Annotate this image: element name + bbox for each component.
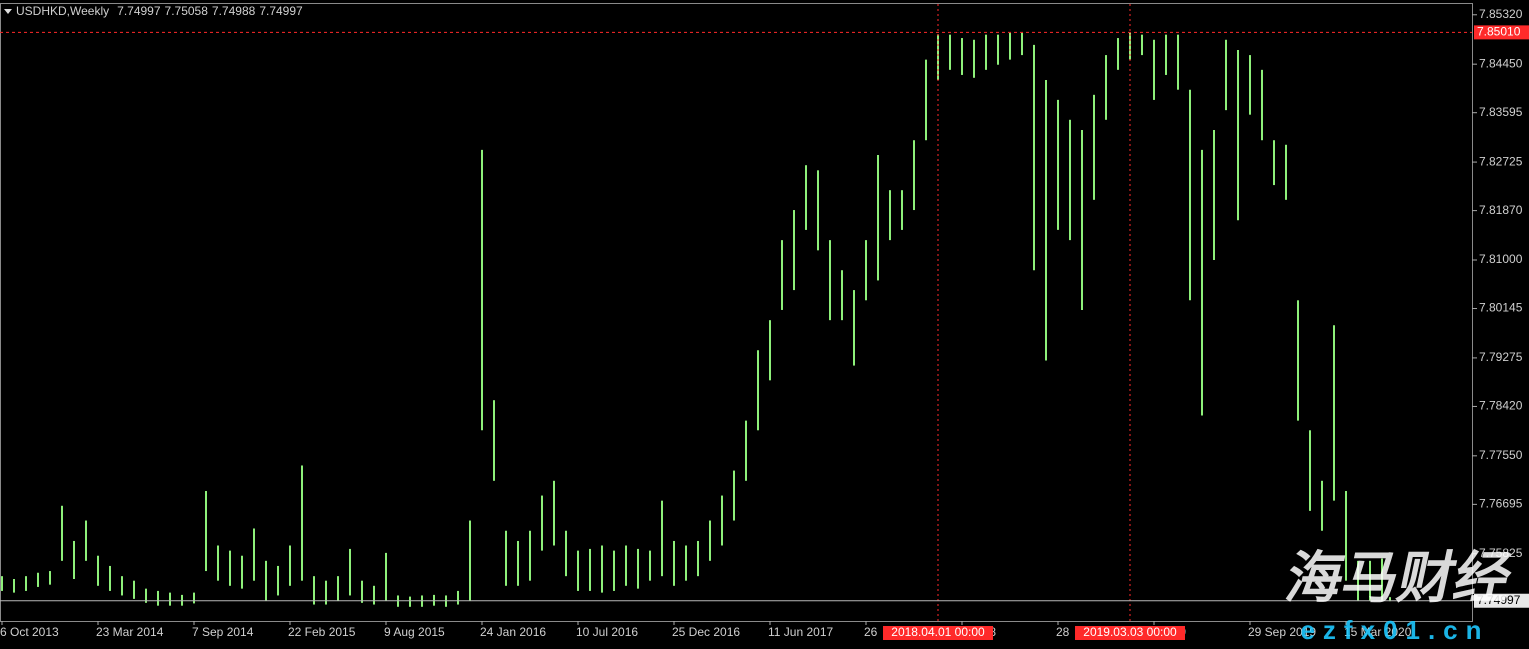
x-tick-label: 29 Sep 2019 bbox=[1248, 625, 1316, 639]
y-tick-label: 7.85320 bbox=[1479, 7, 1523, 21]
x-tick-label: 15 Mar 2020 bbox=[1344, 625, 1412, 639]
y-tick-label: 7.80145 bbox=[1479, 301, 1523, 315]
price-label-box bbox=[1474, 593, 1529, 608]
header-value: 7.74988 bbox=[212, 4, 256, 18]
y-tick-label: 7.77550 bbox=[1479, 448, 1523, 462]
time-marker-box bbox=[883, 626, 993, 640]
plot-frame bbox=[0, 3, 1473, 622]
header-value: 7.75058 bbox=[165, 4, 209, 18]
x-tick-label: 6 Oct 2013 bbox=[0, 625, 59, 639]
time-marker-box bbox=[1075, 626, 1185, 640]
chart-title: USDHKD,Weekly 7.74997 7.75058 7.74988 7.7499… bbox=[16, 4, 303, 18]
y-tick-label: 7.75825 bbox=[1479, 546, 1523, 560]
x-tick-label: 22 Feb 2015 bbox=[288, 625, 356, 639]
price-label: 7.85010 bbox=[1477, 25, 1521, 39]
x-tick-label: 25 Dec 2016 bbox=[672, 625, 740, 639]
y-tick-label: 7.84450 bbox=[1479, 56, 1523, 70]
x-tick-label: 10 Jul 2016 bbox=[576, 625, 638, 639]
x-tick-label: 26 bbox=[864, 625, 878, 639]
watermark: 海马财经 bbox=[1281, 546, 1518, 608]
x-tick-label: 24 Jan 2016 bbox=[480, 625, 546, 639]
menu-triangle bbox=[4, 9, 12, 14]
price-label: 7.74997 bbox=[1477, 593, 1521, 607]
x-tick-label: 7 Sep 2014 bbox=[192, 625, 254, 639]
y-tick-label: 7.83595 bbox=[1479, 105, 1523, 119]
symbol: USDHKD,Weekly bbox=[16, 4, 109, 18]
watermark-url: ezfx01.cn bbox=[1300, 615, 1489, 645]
y-tick-label: 7.81870 bbox=[1479, 203, 1523, 217]
y-tick-label: 7.79275 bbox=[1479, 350, 1523, 364]
y-tick-label: 7.82725 bbox=[1479, 154, 1523, 168]
x-tick-label: 23 Mar 2014 bbox=[96, 625, 164, 639]
time-marker-label: 2018.04.01 00:00 bbox=[891, 625, 985, 639]
header-value: 7.74997 bbox=[259, 4, 303, 18]
x-tick-label: 9 Aug 2015 bbox=[384, 625, 445, 639]
x-tick-label: 28 bbox=[1056, 625, 1070, 639]
y-tick-label: 7.78420 bbox=[1479, 399, 1523, 413]
y-tick-label: 7.76695 bbox=[1479, 497, 1523, 511]
time-marker-label: 2019.03.03 00:00 bbox=[1083, 625, 1177, 639]
y-tick-label: 7.81000 bbox=[1479, 252, 1523, 266]
header-value: 7.74997 bbox=[117, 4, 161, 18]
price-label-box bbox=[1474, 25, 1529, 40]
x-tick-label: 11 Jun 2017 bbox=[768, 625, 833, 639]
